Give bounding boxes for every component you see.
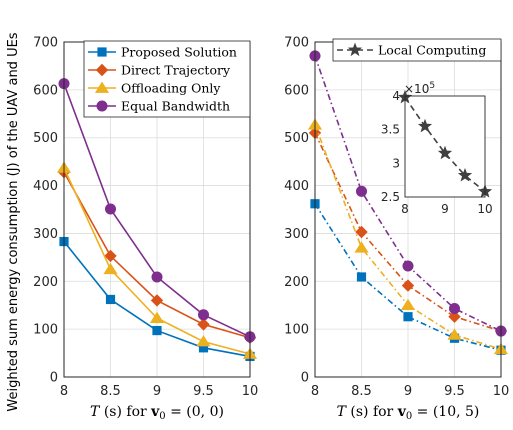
left-data-point <box>151 271 163 283</box>
left-y-tick-label: 100 <box>33 323 58 338</box>
left-y-tick-label: 0 <box>50 371 58 386</box>
inset-series-line-0 <box>404 96 486 193</box>
right-legend-box <box>332 38 502 62</box>
left-data-point <box>198 343 209 353</box>
left-x-tick-label: 9 <box>153 384 161 399</box>
right-series <box>307 50 509 355</box>
left-series <box>56 78 258 362</box>
legend-label: Offloading Only <box>121 81 221 96</box>
right-y-tick-label: 0 <box>301 371 309 386</box>
right-data-point <box>356 272 367 282</box>
left-x-tick-label: 9.5 <box>193 384 214 399</box>
inset-frame <box>404 95 486 198</box>
right-data-point <box>447 328 462 340</box>
left-x-axis-label: T (s) for v0 = (0, 0) <box>90 404 224 422</box>
right-x-tick-label: 8 <box>311 384 319 399</box>
left-legend: Proposed Solution Direct Trajectory Offloa… <box>83 40 251 118</box>
left-data-point <box>104 203 117 215</box>
inset-y-tick-label: 3 <box>392 156 400 170</box>
inset-exponent: ×105 <box>404 81 435 96</box>
left-data-point <box>149 311 165 323</box>
right-data-point <box>400 298 416 311</box>
right-x-axis-label: T (s) for v0 = (10, 5) <box>337 404 480 422</box>
left-y-tick-label: 700 <box>33 36 58 51</box>
left-x-tick-label: 8.5 <box>100 384 121 399</box>
y-axis-label: Weighted sum energy consumption (J) of t… <box>6 32 21 411</box>
left-y-tick-label: 200 <box>33 275 58 290</box>
inset-x-tick-label: 9 <box>441 202 449 216</box>
legend-label: Equal Bandwidth <box>121 99 230 114</box>
left-data-point <box>197 318 210 331</box>
left-x-tick-label: 8 <box>60 384 68 399</box>
right-y-tick-label: 200 <box>284 275 309 290</box>
right-y-tick-label: 700 <box>284 36 309 51</box>
right-y-tick-label: 100 <box>284 323 309 338</box>
right-data-point <box>355 185 368 197</box>
left-y-tick-label: 300 <box>33 227 58 242</box>
left-data-point <box>105 294 116 305</box>
right-data-point <box>354 241 369 253</box>
legend-label: Proposed Solution <box>121 45 237 60</box>
right-data-point <box>403 312 413 322</box>
inset-data-point <box>437 145 453 160</box>
inset-x-tick-label: 10 <box>477 202 492 216</box>
inset-chart: 8 9 10 2.5 3 3.5 4 ×105 <box>381 81 493 216</box>
legend-label: Local Computing <box>378 43 486 58</box>
legend-label: Direct Trajectory <box>121 63 231 78</box>
left-y-tick-label: 500 <box>33 131 58 146</box>
left-y-tick-label: 400 <box>33 179 58 194</box>
inset-x-tick-label: 8 <box>401 202 409 216</box>
right-y-tick-label: 400 <box>284 179 309 194</box>
right-y-tick-label: 600 <box>284 83 309 98</box>
left-data-point <box>104 249 117 263</box>
right-data-point <box>448 303 461 315</box>
left-data-point <box>197 309 210 321</box>
right-x-tick-label: 9.5 <box>444 384 465 399</box>
right-x-tick-label: 10 <box>493 384 510 399</box>
legend-marker <box>94 81 110 93</box>
left-data-point <box>152 325 162 336</box>
legend-marker <box>95 63 109 77</box>
right-series-line-0 <box>314 203 502 351</box>
right-data-point <box>402 260 414 272</box>
legend-marker <box>96 100 108 112</box>
left-data-point <box>196 335 211 347</box>
right-data-point <box>401 279 415 292</box>
right-data-point <box>448 310 461 323</box>
right-y-tick-label: 500 <box>284 131 309 146</box>
legend-marker <box>347 42 363 57</box>
inset-data-point <box>457 167 473 182</box>
inset-y-tick-label: 3.5 <box>381 123 400 137</box>
right-legend: Local Computing <box>332 38 502 62</box>
legend-marker <box>97 47 107 57</box>
right-x-tick-label: 9 <box>404 384 412 399</box>
left-data-point <box>103 262 118 275</box>
left-data-point <box>150 294 164 307</box>
right-data-point <box>355 225 368 239</box>
left-legend-box <box>83 40 251 118</box>
inset-y-tick-label: 4 <box>392 89 400 103</box>
left-x-tick-label: 10 <box>242 384 259 399</box>
inset-y-tick-label: 2.5 <box>381 190 400 204</box>
left-y-tick-label: 600 <box>33 83 58 98</box>
inset-data-point <box>417 118 433 133</box>
right-y-tick-label: 300 <box>284 227 309 242</box>
right-x-tick-label: 8.5 <box>351 384 372 399</box>
